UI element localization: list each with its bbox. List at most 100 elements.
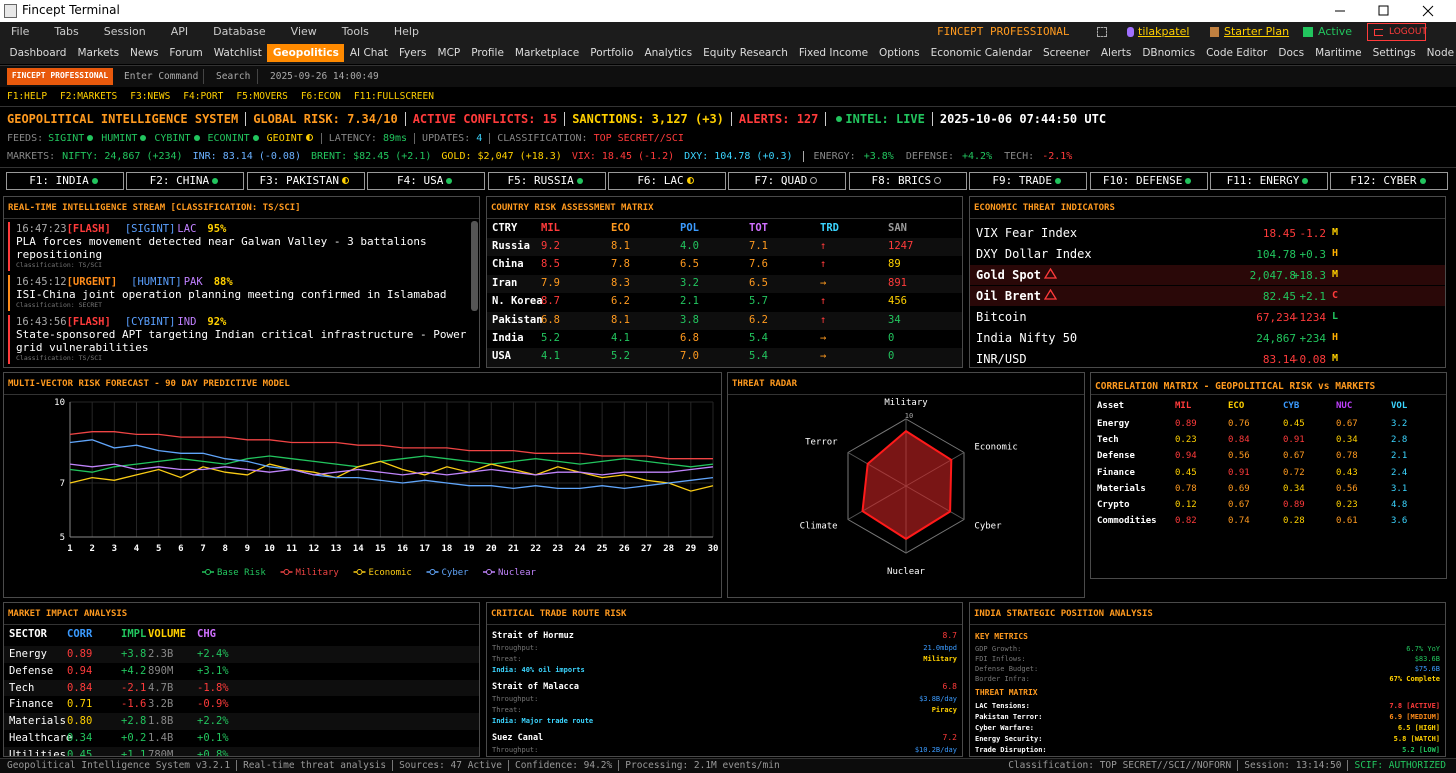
region-button[interactable]: F6: LAC (608, 172, 726, 190)
tab[interactable]: Maritime (1315, 47, 1362, 59)
risk-cell: 7.6 (749, 258, 768, 271)
plan-name[interactable]: Starter Plan (1224, 25, 1290, 38)
menu-item[interactable]: API (170, 25, 189, 38)
logout-button[interactable]: LOGOUT (1367, 23, 1427, 41)
alert-icon (1043, 288, 1058, 300)
region-button[interactable]: F10: DEFENSE (1089, 172, 1208, 190)
user-name[interactable]: tilakpatel (1138, 25, 1190, 38)
panel-title: REAL-TIME INTELLIGENCE STREAM [CLASSIFIC… (8, 203, 301, 213)
region-button[interactable]: F8: BRICS (848, 172, 967, 190)
menu-item[interactable]: File (11, 25, 30, 38)
tab[interactable]: Analytics (644, 47, 693, 59)
region-dot (446, 177, 453, 184)
function-key[interactable]: F1:HELP (7, 91, 48, 102)
correlation-cell: 0.56 (1228, 451, 1250, 462)
function-key[interactable]: F2:MARKETS (60, 91, 118, 102)
menu-item[interactable]: Session (103, 25, 146, 38)
risk-cell: 7.8 (611, 258, 630, 271)
asset-name: Commodities (1097, 516, 1157, 527)
column-header: MIL (1175, 401, 1192, 411)
search-button[interactable]: Search (216, 71, 251, 82)
function-key[interactable]: F11:FULLSCREEN (353, 91, 434, 102)
fullscreen-icon[interactable] (1097, 27, 1107, 37)
impact-cell: +2.8 (121, 715, 147, 728)
tab[interactable]: Economic Calendar (930, 47, 1032, 59)
route-name: Suez Canal (492, 733, 544, 743)
tab[interactable]: MCP (437, 47, 461, 59)
tab[interactable]: Geopolitics (267, 44, 345, 62)
tab[interactable]: Screener (1042, 47, 1090, 59)
risk-cell: 34 (888, 313, 901, 326)
tab[interactable]: Docs (1278, 47, 1305, 59)
row-band (487, 348, 962, 367)
region-button[interactable]: F3: PAKISTAN (246, 172, 365, 190)
menu-item[interactable]: Tabs (54, 25, 79, 38)
impact-cell: +3.1% (197, 664, 229, 677)
summary-text: 2025-10-06 07:44:50 UTC (939, 112, 1107, 126)
tab[interactable]: Settings (1372, 47, 1416, 59)
region-label: F6: LAC (637, 174, 684, 187)
indicator-level: M (1332, 227, 1339, 238)
tab[interactable]: News (130, 47, 159, 59)
tab[interactable]: Portfolio (590, 47, 634, 59)
country-name: India (492, 332, 524, 344)
panel-title: MARKET IMPACT ANALYSIS (8, 609, 128, 619)
tab[interactable]: Markets (77, 47, 120, 59)
region-button[interactable]: F1: INDIA (6, 172, 124, 190)
function-key[interactable]: F5:MOVERS (236, 91, 288, 102)
region-button[interactable]: F5: RUSSIA (487, 172, 606, 190)
maximize-button[interactable] (1378, 5, 1389, 16)
tab[interactable]: AI Chat (349, 47, 388, 59)
close-button[interactable] (1422, 5, 1434, 17)
tab[interactable]: Code Editor (1206, 47, 1268, 59)
feed: GEOINT (267, 133, 316, 144)
intel-text: State-sponsored APT targeting Indian cri… (16, 328, 467, 354)
series-line (69, 455, 714, 473)
correlation-cell: 3.2 (1391, 419, 1408, 429)
tab[interactable]: Options (879, 47, 920, 59)
tab[interactable]: Alerts (1100, 47, 1132, 59)
summary-item: GLOBAL RISK: 7.34/10 (245, 112, 405, 126)
menu-bar: File Tabs Session API Database View Tools Help F… (0, 22, 1456, 42)
tab[interactable]: Dashboard (9, 47, 67, 59)
menu-item[interactable]: Tools (341, 25, 369, 38)
correlation-cell: 0.78 (1336, 451, 1358, 462)
x-tick-label: 2 (89, 544, 94, 554)
tab[interactable]: Forum (169, 47, 203, 59)
region-button[interactable]: F7: QUAD (728, 172, 847, 190)
tab[interactable]: Watchlist (213, 47, 262, 59)
tab[interactable]: Node Editor (1426, 47, 1456, 59)
intel-region: LAC (177, 223, 197, 235)
legend-marker (205, 569, 211, 575)
window-controls[interactable] (1330, 0, 1456, 22)
region-button[interactable]: F11: ENERGY (1210, 172, 1328, 190)
correlation-cell: 0.74 (1228, 516, 1250, 527)
column-header: ECO (1228, 401, 1245, 411)
indicator-name: India Nifty 50 (976, 331, 1077, 345)
region-button[interactable]: F9: TRADE (969, 172, 1088, 190)
column-header: SECTOR (9, 628, 47, 640)
impact-cell: 0.94 (67, 664, 93, 677)
tab[interactable]: Marketplace (514, 47, 580, 59)
tab[interactable]: DBnomics (1142, 47, 1196, 59)
tab[interactable]: Profile (471, 47, 504, 59)
menu-item[interactable]: Database (213, 25, 266, 38)
menu-item[interactable]: View (290, 25, 317, 38)
region-button[interactable]: F12: CYBER (1330, 172, 1449, 190)
menu-item[interactable]: Help (393, 25, 419, 38)
function-key[interactable]: F6:ECON (300, 91, 341, 102)
function-key[interactable]: F4:PORT (183, 91, 224, 102)
impact-cell: +0.1% (197, 732, 229, 744)
tab[interactable]: Equity Research (703, 47, 788, 59)
risk-cell: 8.5 (541, 258, 560, 271)
sector-name: Utilities (9, 748, 66, 757)
region-button[interactable]: F4: USA (367, 172, 486, 190)
x-tick-label: 25 (597, 544, 608, 554)
region-button[interactable]: F2: CHINA (126, 172, 245, 190)
tab[interactable]: Fyers (398, 47, 427, 59)
command-input[interactable]: Enter Command (124, 71, 199, 82)
tab[interactable]: Fixed Income (798, 47, 869, 59)
panel-title-rule (487, 624, 962, 625)
function-key[interactable]: F3:NEWS (130, 91, 171, 102)
metric-label: Border Infra: (975, 675, 1030, 683)
